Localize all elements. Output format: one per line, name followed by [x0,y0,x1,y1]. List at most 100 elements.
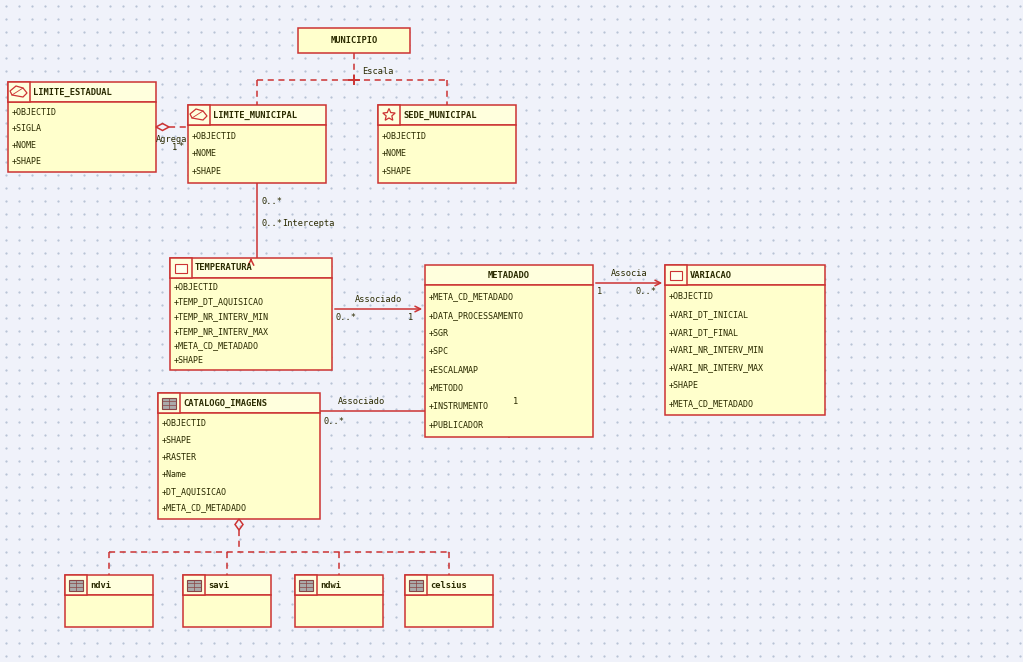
FancyBboxPatch shape [665,265,825,285]
Text: 0..*: 0..* [262,218,283,228]
FancyBboxPatch shape [158,413,320,519]
Text: TEMPERATURA: TEMPERATURA [195,263,253,273]
FancyBboxPatch shape [425,285,593,437]
Text: Intercepta: Intercepta [282,218,335,228]
FancyBboxPatch shape [405,575,427,595]
FancyBboxPatch shape [8,82,30,102]
Text: +SHAPE: +SHAPE [162,436,192,446]
FancyBboxPatch shape [298,28,410,53]
Text: VARIACAO: VARIACAO [690,271,732,279]
FancyBboxPatch shape [188,105,210,125]
Text: ndvi: ndvi [90,581,112,589]
Text: Associado: Associado [355,295,402,305]
Text: +OBJECTID: +OBJECTID [192,132,237,141]
FancyBboxPatch shape [65,595,153,627]
Text: +SHAPE: +SHAPE [12,157,42,166]
Text: +META_CD_METADADO: +META_CD_METADADO [174,342,259,350]
FancyBboxPatch shape [379,105,400,125]
Text: +SHAPE: +SHAPE [192,167,222,176]
Text: +INSTRUMENTO: +INSTRUMENTO [429,402,489,411]
Text: +VARI_NR_INTERV_MAX: +VARI_NR_INTERV_MAX [669,363,764,372]
FancyBboxPatch shape [425,265,593,285]
Text: +RASTER: +RASTER [162,453,197,462]
FancyBboxPatch shape [665,285,825,415]
Text: +OBJECTID: +OBJECTID [162,420,207,428]
FancyBboxPatch shape [183,595,271,627]
FancyBboxPatch shape [8,102,155,172]
Text: +OBJECTID: +OBJECTID [174,283,219,292]
FancyBboxPatch shape [295,575,383,595]
Text: MUNICIPIO: MUNICIPIO [330,36,377,45]
Text: +SHAPE: +SHAPE [174,356,204,365]
Text: METADADO: METADADO [488,271,530,279]
FancyBboxPatch shape [183,575,205,595]
FancyBboxPatch shape [170,278,332,370]
Text: 0..*: 0..* [635,287,656,297]
FancyBboxPatch shape [188,125,326,183]
Text: +VARI_DT_FINAL: +VARI_DT_FINAL [669,328,739,337]
Text: savi: savi [208,581,229,589]
Text: +DATA_PROCESSAMENTO: +DATA_PROCESSAMENTO [429,310,524,320]
FancyBboxPatch shape [295,575,317,595]
Text: +DT_AQUISICAO: +DT_AQUISICAO [162,487,227,496]
Text: 0..*: 0..* [262,197,283,205]
FancyBboxPatch shape [187,579,201,591]
FancyBboxPatch shape [158,393,320,413]
Text: Escala: Escala [362,68,394,77]
FancyBboxPatch shape [170,258,192,278]
Text: celsius: celsius [430,581,466,589]
Text: +NOME: +NOME [382,150,407,158]
FancyBboxPatch shape [162,397,176,408]
FancyBboxPatch shape [183,575,271,595]
Text: +Name: +Name [162,470,187,479]
Text: +SGR: +SGR [429,329,449,338]
FancyBboxPatch shape [8,82,155,102]
Text: +SHAPE: +SHAPE [382,167,412,176]
FancyBboxPatch shape [65,575,153,595]
FancyBboxPatch shape [670,271,682,280]
Text: +SHAPE: +SHAPE [669,381,699,390]
Text: 1: 1 [513,397,519,406]
FancyBboxPatch shape [295,595,383,627]
FancyBboxPatch shape [405,575,493,595]
Text: +OBJECTID: +OBJECTID [12,108,57,117]
Text: Associa: Associa [611,269,648,279]
Text: +META_CD_METADADO: +META_CD_METADADO [162,504,247,512]
Text: +OBJECTID: +OBJECTID [669,292,714,301]
FancyBboxPatch shape [175,264,187,273]
Text: Associado: Associado [338,397,386,406]
Text: +TEMP_NR_INTERV_MIN: +TEMP_NR_INTERV_MIN [174,312,269,321]
Text: +PUBLICADOR: +PUBLICADOR [429,420,484,430]
Text: 1: 1 [408,314,413,322]
FancyBboxPatch shape [170,258,332,278]
FancyBboxPatch shape [405,595,493,627]
Text: 1: 1 [172,142,177,152]
Text: +NOME: +NOME [192,150,217,158]
Text: LIMITE_ESTADUAL: LIMITE_ESTADUAL [33,87,112,97]
Text: +TEMP_DT_AQUISICAO: +TEMP_DT_AQUISICAO [174,298,264,307]
FancyBboxPatch shape [158,393,180,413]
Text: 0..*: 0..* [336,314,357,322]
Text: +ESCALAMAP: +ESCALAMAP [429,365,479,375]
FancyBboxPatch shape [409,579,422,591]
Text: Agrega: Agrega [157,134,188,144]
Text: +TEMP_NR_INTERV_MAX: +TEMP_NR_INTERV_MAX [174,327,269,336]
Text: +META_CD_METADADO: +META_CD_METADADO [429,293,514,301]
FancyBboxPatch shape [665,265,687,285]
Text: +METODO: +METODO [429,384,464,393]
Text: +VARI_DT_INICIAL: +VARI_DT_INICIAL [669,310,749,319]
Text: +NOME: +NOME [12,140,37,150]
Text: +SPC: +SPC [429,348,449,356]
FancyBboxPatch shape [188,105,326,125]
Text: +META_CD_METADADO: +META_CD_METADADO [669,399,754,408]
FancyBboxPatch shape [299,579,313,591]
Text: +SIGLA: +SIGLA [12,124,42,133]
FancyBboxPatch shape [379,125,516,183]
Text: 0..*: 0..* [324,416,345,426]
Text: *: * [178,142,183,152]
Text: LIMITE_MUNICIPAL: LIMITE_MUNICIPAL [213,111,297,120]
Text: +VARI_NR_INTERV_MIN: +VARI_NR_INTERV_MIN [669,346,764,354]
Text: 1: 1 [597,287,603,297]
Text: ndwi: ndwi [320,581,341,589]
FancyBboxPatch shape [69,579,83,591]
